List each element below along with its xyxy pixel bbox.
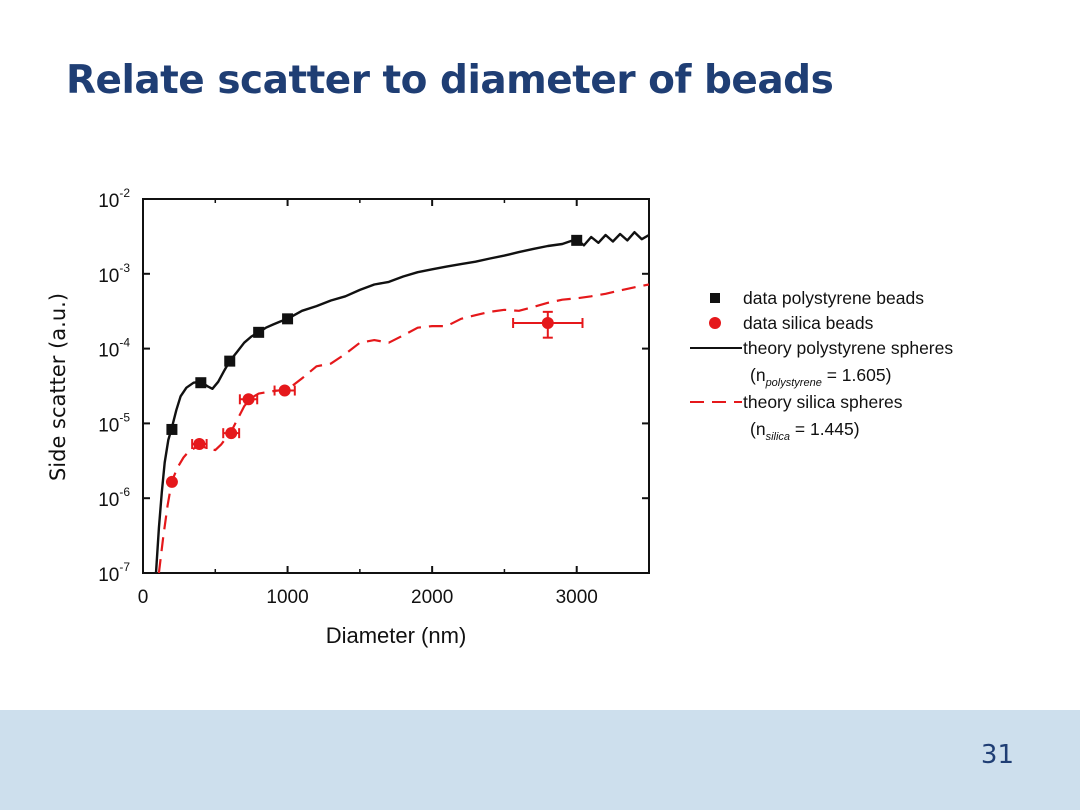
- legend-label: data silica beads: [743, 313, 874, 333]
- silica-data-point: [541, 316, 554, 329]
- y-tick-label: 10-5: [98, 410, 130, 436]
- silica-data-point: [165, 475, 178, 488]
- legend-square-marker-icon: [710, 293, 720, 303]
- legend-note-prefix: (n: [750, 365, 766, 385]
- theory-lines: [154, 231, 649, 573]
- polystyrene-data-point: [571, 234, 583, 246]
- slide-title: Relate scatter to diameter of beads: [66, 58, 834, 103]
- legend-note-subscript: silica: [765, 431, 791, 443]
- legend-note-suffix: = 1.445): [790, 419, 860, 439]
- legend-note-suffix: = 1.605): [821, 365, 892, 385]
- x-tick-label: 0: [138, 587, 149, 608]
- silica-data-point: [193, 438, 206, 451]
- theory-polystyrene-line: [154, 231, 649, 573]
- polystyrene-data-point: [195, 377, 207, 389]
- x-tick-label: 3000: [556, 587, 598, 608]
- page-number: 31: [980, 740, 1014, 770]
- legend-label: theory polystyrene spheres: [743, 338, 954, 358]
- y-tick-label: 10-7: [98, 560, 130, 586]
- footer-bar: 31: [0, 710, 1080, 810]
- legend-note-prefix: (n: [750, 419, 766, 439]
- legend-solid-line-icon: [690, 347, 742, 349]
- x-tick-label: 1000: [266, 587, 308, 608]
- y-tick-label: 10-4: [98, 336, 130, 362]
- silica-data-point: [242, 393, 255, 406]
- polystyrene-data-point: [224, 355, 236, 367]
- plot-area-frame: [142, 198, 650, 574]
- y-tick-label: 10-6: [98, 485, 130, 511]
- legend-label: theory silica spheres: [743, 392, 903, 412]
- polystyrene-data-point: [282, 313, 294, 325]
- polystyrene-data-point: [253, 326, 265, 338]
- x-axis: 0 1000 2000 3000: [138, 199, 598, 608]
- legend-circle-marker-icon: [709, 317, 721, 329]
- legend-label: data polystyrene beads: [743, 288, 924, 308]
- y-axis-label: Side scatter (a.u.): [46, 292, 70, 482]
- chart: 0 1000 2000 3000 10-2 10-3 10-4 10-5 10-6 10-7: [98, 186, 650, 608]
- x-axis-label: Diameter (nm): [325, 623, 467, 648]
- y-axis: 10-2 10-3 10-4 10-5 10-6 10-7: [98, 186, 649, 586]
- data-points: [165, 234, 584, 488]
- y-tick-label: 10-3: [98, 261, 130, 287]
- y-tick-label: 10-2: [98, 186, 130, 212]
- legend-dashed-line-icon: [690, 401, 742, 403]
- polystyrene-data-point: [166, 423, 178, 435]
- silica-data-point: [278, 384, 291, 397]
- x-tick-label: 2000: [411, 587, 453, 608]
- silica-data-point: [225, 427, 238, 440]
- legend-note-subscript: polystyrene: [765, 377, 822, 389]
